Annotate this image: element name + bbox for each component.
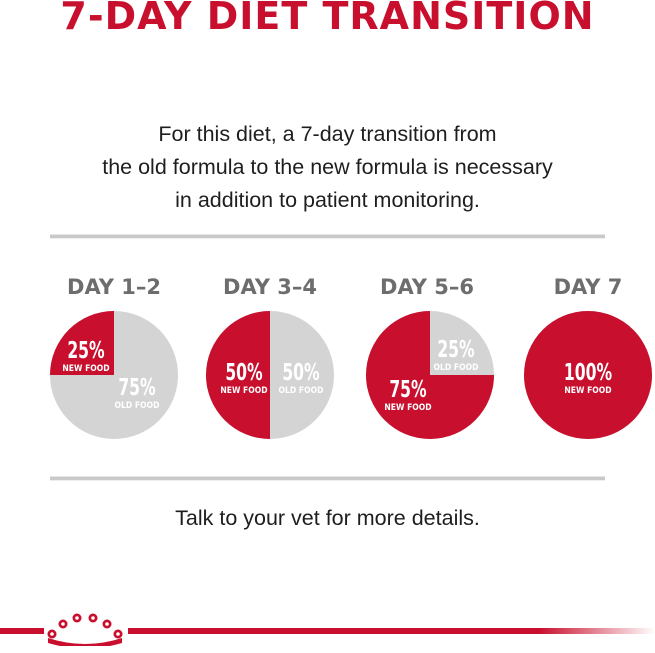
pie-3-old-label: 25%OLD FOOD [434,336,479,372]
top-divider [50,234,605,239]
pie-3-old-percent: 25% [437,336,475,363]
vet-advice-text: Talk to your vet for more details. [175,506,480,530]
bottom-divider [50,476,605,481]
pie-2-old-caption: OLD FOOD [279,384,324,395]
pie-1-new-label: 25%NEW FOOD [62,337,109,373]
pie-2-old-percent: 50% [282,359,320,386]
intro-line: For this diet, a 7-day transition from [158,122,497,146]
pie-1-new-caption: NEW FOOD [62,362,109,373]
pie-4-new-percent: 100% [564,359,612,386]
pie-3-new-caption: NEW FOOD [384,401,431,412]
day-label-1: DAY 1–2 [67,275,161,299]
page-title: 7-DAY DIET TRANSITION [60,0,595,38]
pie-1-new-percent: 25% [67,337,105,364]
pie-chart-4: 100%NEW FOOD [524,311,652,439]
pie-4-new-label: 100%NEW FOOD [564,359,612,395]
pie-3-new-slice [366,311,494,439]
pie-2-new-label: 50%NEW FOOD [220,359,267,395]
pie-1-old-percent: 75% [118,374,156,401]
footer-stripe [0,628,655,634]
pie-1-old-label: 75%OLD FOOD [115,374,160,410]
pie-4-new-slice [524,311,652,439]
pie-1-old-caption: OLD FOOD [115,399,160,410]
day-label-4: DAY 7 [553,275,623,299]
pie-2-old-label: 50%OLD FOOD [279,359,324,395]
pie-2-new-percent: 50% [225,359,263,386]
pie-3-new-percent: 75% [389,376,427,403]
pie-4-new-caption: NEW FOOD [564,384,611,395]
intro-text: For this diet, a 7-day transition from t… [0,118,655,217]
intro-line: in addition to patient monitoring. [175,188,480,212]
pie-3-new-label: 75%NEW FOOD [384,376,431,412]
crown-icon [47,613,123,646]
pie-2-new-slice [206,311,270,439]
day-label-2: DAY 3–4 [223,275,317,299]
day-label-3: DAY 5–6 [380,275,474,299]
intro-line: the old formula to the new formula is ne… [102,155,553,179]
pie-2-new-caption: NEW FOOD [220,384,267,395]
pie-1-new-slice [50,311,114,375]
pie-3-old-caption: OLD FOOD [434,361,479,372]
